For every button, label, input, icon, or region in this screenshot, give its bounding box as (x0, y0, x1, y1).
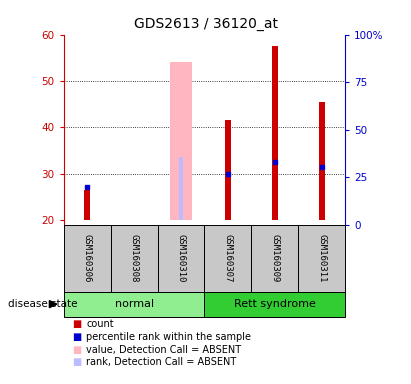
Bar (252, 225, 298, 292)
Text: rank, Detection Call = ABSENT: rank, Detection Call = ABSENT (86, 358, 237, 367)
Bar (225, 120, 231, 220)
Bar (64, 292, 205, 317)
Text: GDS2613 / 36120_at: GDS2613 / 36120_at (134, 17, 277, 31)
Text: value, Detection Call = ABSENT: value, Detection Call = ABSENT (86, 345, 241, 355)
Bar (298, 225, 345, 292)
Bar (64, 225, 111, 292)
Bar (179, 157, 183, 220)
Bar (171, 62, 192, 220)
Text: GSM160308: GSM160308 (129, 234, 139, 282)
Bar (84, 190, 90, 220)
Bar (205, 225, 252, 292)
Text: GSM160310: GSM160310 (176, 234, 185, 282)
Text: ■: ■ (72, 319, 81, 329)
Text: GSM160307: GSM160307 (224, 234, 233, 282)
Text: count: count (86, 319, 114, 329)
Text: Rett syndrome: Rett syndrome (234, 299, 316, 310)
Text: ■: ■ (72, 332, 81, 342)
Text: GSM160311: GSM160311 (317, 234, 326, 282)
Text: ■: ■ (72, 358, 81, 367)
Text: GSM160306: GSM160306 (83, 234, 92, 282)
Text: percentile rank within the sample: percentile rank within the sample (86, 332, 251, 342)
Bar (157, 225, 205, 292)
Bar (319, 102, 325, 220)
Bar (272, 46, 278, 220)
Bar (205, 292, 345, 317)
Text: ■: ■ (72, 345, 81, 355)
Text: disease state: disease state (8, 299, 78, 309)
Text: normal: normal (115, 299, 154, 310)
Text: GSM160309: GSM160309 (270, 234, 279, 282)
Bar (111, 225, 157, 292)
